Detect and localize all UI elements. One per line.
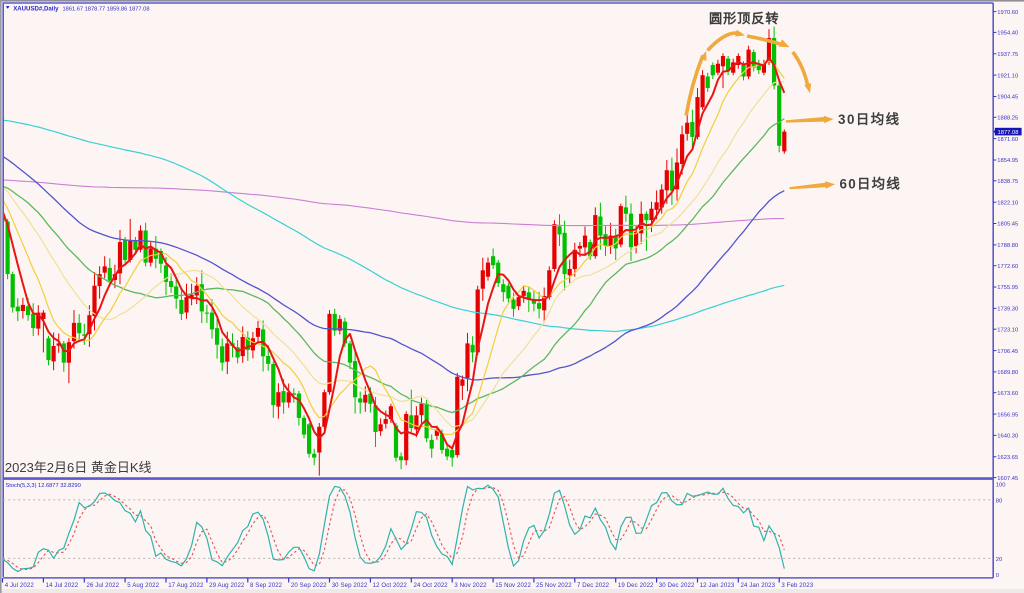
svg-text:25 Nov 2022: 25 Nov 2022 [536, 582, 572, 589]
svg-text:1706.45: 1706.45 [997, 349, 1018, 355]
svg-text:Stoch(5,3,3) 12.6877 32.8290: Stoch(5,3,3) 12.6877 32.8290 [6, 483, 81, 489]
svg-text:0: 0 [996, 573, 999, 579]
svg-text:1904.45: 1904.45 [997, 95, 1018, 101]
svg-text:30 Sep 2022: 30 Sep 2022 [332, 582, 368, 589]
svg-text:7 Dec 2022: 7 Dec 2022 [577, 582, 610, 589]
svg-text:20 Sep 2022: 20 Sep 2022 [291, 582, 327, 589]
svg-text:1739.30: 1739.30 [997, 307, 1018, 313]
svg-text:60日均线: 60日均线 [840, 176, 902, 192]
svg-text:1888.25: 1888.25 [997, 116, 1018, 122]
svg-text:12 Jan 2023: 12 Jan 2023 [700, 582, 735, 589]
svg-text:1788.80: 1788.80 [997, 243, 1018, 249]
svg-text:29 Aug 2022: 29 Aug 2022 [209, 582, 245, 589]
svg-text:1877.08: 1877.08 [998, 130, 1019, 136]
svg-text:80: 80 [996, 499, 1002, 505]
svg-text:1970.60: 1970.60 [997, 10, 1018, 16]
svg-text:17 Aug 2022: 17 Aug 2022 [168, 582, 204, 589]
svg-text:3 Nov 2022: 3 Nov 2022 [454, 582, 487, 589]
svg-text:1607.45: 1607.45 [997, 476, 1018, 482]
svg-text:24 Oct 2022: 24 Oct 2022 [414, 582, 449, 589]
svg-text:30 Dec 2022: 30 Dec 2022 [659, 582, 695, 589]
svg-text:1640.30: 1640.30 [997, 434, 1018, 440]
svg-text:30日均线: 30日均线 [838, 111, 901, 127]
svg-text:20: 20 [996, 557, 1002, 563]
svg-text:15 Nov 2022: 15 Nov 2022 [495, 582, 531, 589]
svg-text:1656.95: 1656.95 [997, 412, 1018, 418]
svg-text:1861.67 1878.77 1859.86 1877.0: 1861.67 1878.77 1859.86 1877.08 [63, 6, 150, 12]
svg-text:圆形顶反转: 圆形顶反转 [709, 10, 779, 26]
svg-text:5 Aug 2022: 5 Aug 2022 [127, 582, 159, 589]
svg-text:4 Jul 2022: 4 Jul 2022 [5, 582, 35, 589]
svg-text:1838.75: 1838.75 [997, 179, 1018, 185]
svg-text:1723.10: 1723.10 [997, 327, 1018, 333]
svg-text:1673.60: 1673.60 [997, 391, 1018, 397]
svg-text:1805.45: 1805.45 [997, 222, 1018, 228]
svg-text:1854.95: 1854.95 [997, 158, 1018, 164]
svg-text:1689.80: 1689.80 [997, 370, 1018, 376]
svg-text:XAUUSD#,Daily: XAUUSD#,Daily [13, 5, 59, 12]
svg-text:24 Jan 2023: 24 Jan 2023 [741, 582, 776, 589]
svg-text:26 Jul 2022: 26 Jul 2022 [87, 582, 120, 589]
svg-text:1937.75: 1937.75 [997, 52, 1018, 58]
svg-text:19 Dec 2022: 19 Dec 2022 [618, 582, 654, 589]
svg-text:3 Feb 2023: 3 Feb 2023 [781, 582, 813, 589]
svg-text:100: 100 [996, 482, 1006, 488]
svg-text:1772.60: 1772.60 [997, 264, 1018, 270]
svg-text:12 Oct 2022: 12 Oct 2022 [373, 582, 408, 589]
svg-text:1871.60: 1871.60 [997, 137, 1018, 143]
svg-text:1954.40: 1954.40 [997, 31, 1018, 37]
svg-text:2023年2月6日 黄金日K线: 2023年2月6日 黄金日K线 [5, 460, 152, 475]
svg-text:1921.10: 1921.10 [997, 73, 1018, 79]
svg-text:1623.65: 1623.65 [997, 455, 1018, 461]
svg-text:14 Jul 2022: 14 Jul 2022 [46, 582, 79, 589]
svg-text:1822.10: 1822.10 [997, 200, 1018, 206]
svg-text:8 Sep 2022: 8 Sep 2022 [250, 582, 283, 589]
svg-text:1755.95: 1755.95 [997, 285, 1018, 291]
